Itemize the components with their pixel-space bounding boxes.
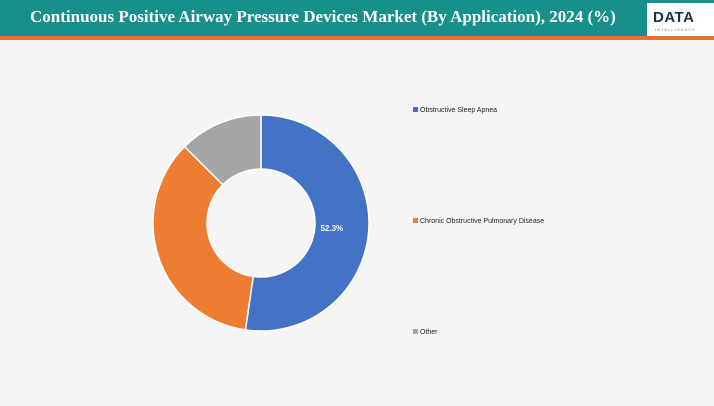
logo-wordmark: DATA bbox=[653, 9, 695, 26]
legend-swatch-other bbox=[413, 329, 418, 334]
legend-item-other: Other bbox=[413, 329, 438, 339]
legend-swatch-copd bbox=[413, 218, 418, 223]
data-label-osa: 52.3% bbox=[320, 224, 343, 233]
legend-label-copd: Chronic Obstructive Pulmonary Disease bbox=[420, 218, 545, 225]
donut-slice-other bbox=[183, 114, 262, 186]
legend-label-other: Other bbox=[420, 329, 438, 336]
accent-divider bbox=[0, 36, 714, 40]
logo-subtext: INTELLIGENCE bbox=[655, 27, 696, 32]
legend-item-copd: Chronic Obstructive Pulmonary Disease bbox=[413, 218, 544, 228]
donut-slice-copd bbox=[152, 145, 255, 331]
donut-slice-osa bbox=[244, 114, 370, 332]
title-banner: Continuous Positive Airway Pressure Devi… bbox=[0, 0, 714, 36]
legend-item-osa: Obstructive Sleep Apnea bbox=[413, 107, 497, 117]
legend-label-osa: Obstructive Sleep Apnea bbox=[420, 107, 498, 114]
brand-logo: DATA INTELLIGENCE bbox=[647, 3, 714, 36]
legend-swatch-osa bbox=[413, 107, 418, 112]
chart-title: Continuous Positive Airway Pressure Devi… bbox=[30, 7, 616, 26]
